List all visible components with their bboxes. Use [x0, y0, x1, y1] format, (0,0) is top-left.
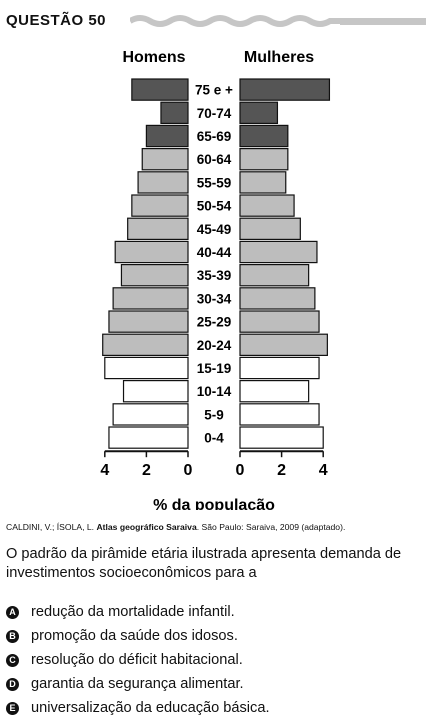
bar-women-1 [239, 101, 279, 125]
bar-women-11 [239, 333, 328, 357]
age-label-9: 30-34 [197, 291, 232, 306]
left-tick-label-0: 4 [100, 462, 109, 479]
bar-men-13 [122, 380, 189, 403]
bar-men-6 [127, 217, 189, 240]
alternative-c[interactable]: C resolução do déficit habitacional. [6, 648, 430, 672]
alternative-e[interactable]: E universalização da educação básica. [6, 696, 430, 720]
age-label-8: 35-39 [197, 268, 232, 283]
age-label-6: 45-49 [197, 222, 232, 237]
alternative-c-letter: C [6, 653, 19, 667]
age-label-5: 50-54 [197, 199, 232, 214]
wave-line [130, 15, 340, 27]
question-title: QUESTÃO 50 [6, 12, 107, 29]
alternative-b-text: promoção da saúde dos idosos. [31, 628, 238, 644]
left-tick-label-2: 0 [184, 462, 193, 479]
source-authors: CALDINI, V.; ÍSOLA, L. [6, 522, 97, 532]
answer-alternatives: A redução da mortalidade infantil. B pro… [6, 600, 430, 720]
bar-women-5 [239, 194, 295, 217]
bar-men-0 [131, 78, 189, 101]
left-tick-label-1: 2 [142, 462, 151, 479]
age-label-10: 25-29 [197, 315, 232, 330]
bar-women-4 [239, 171, 287, 194]
bar-men-9 [112, 287, 189, 310]
alternative-d-letter: D [6, 677, 19, 691]
alternative-b[interactable]: B promoção da saúde dos idosos. [6, 624, 430, 648]
bar-women-6 [239, 217, 301, 240]
age-label-2: 65-69 [197, 129, 232, 144]
age-label-4: 55-59 [197, 175, 232, 190]
left-panel-title: Homens [122, 49, 185, 66]
bar-women-10 [239, 310, 320, 333]
age-label-0: 75 e + [195, 83, 233, 98]
bar-men-11 [102, 333, 189, 357]
x-axis-label: % da população [153, 497, 275, 510]
bar-women-0 [239, 78, 331, 101]
bar-men-5 [131, 194, 189, 217]
bar-women-3 [239, 147, 289, 171]
right-tick-label-1: 2 [277, 462, 286, 479]
bar-men-15 [108, 426, 189, 449]
question-header: QUESTÃO 50 [6, 12, 426, 32]
bar-men-7 [114, 240, 189, 264]
alternative-c-text: resolução do déficit habitacional. [31, 652, 243, 668]
bar-men-4 [137, 171, 189, 194]
alternative-d[interactable]: D garantia da segurança alimentar. [6, 672, 430, 696]
age-label-13: 10-14 [197, 384, 232, 399]
alternative-b-letter: B [6, 629, 19, 643]
age-label-1: 70-74 [197, 106, 232, 121]
question-stem: O padrão da pirâmide etária ilustrada ap… [6, 546, 402, 581]
wave-bar [340, 18, 426, 25]
bar-women-13 [239, 380, 310, 403]
age-label-11: 20-24 [197, 338, 232, 353]
bar-women-8 [239, 264, 310, 287]
bar-men-1 [160, 101, 189, 125]
alternative-e-text: universalização da educação básica. [31, 700, 270, 716]
bar-men-10 [108, 310, 189, 333]
bar-men-3 [141, 147, 189, 171]
source-citation: CALDINI, V.; ÍSOLA, L. Atlas geográfico … [6, 522, 345, 532]
bar-women-15 [239, 426, 324, 449]
bar-men-14 [112, 403, 189, 426]
source-publisher: . São Paulo: Saraiva, 2009 (adaptado). [196, 522, 346, 532]
bar-women-2 [239, 124, 289, 148]
right-tick-label-2: 4 [319, 462, 328, 479]
right-panel-title: Mulheres [244, 49, 314, 66]
alternative-a[interactable]: A redução da mortalidade infantil. [6, 600, 430, 624]
bar-women-14 [239, 403, 320, 426]
age-label-3: 60-64 [197, 152, 232, 167]
age-label-14: 5-9 [204, 407, 224, 422]
source-book-title: Atlas geográfico Saraiva [96, 522, 197, 532]
bar-women-7 [239, 240, 318, 264]
bar-women-9 [239, 287, 316, 310]
header-wave-decoration [130, 15, 426, 27]
alternative-a-text: redução da mortalidade infantil. [31, 604, 235, 620]
age-label-12: 15-19 [197, 361, 232, 376]
alternative-e-letter: E [6, 701, 19, 715]
bar-men-2 [145, 124, 189, 148]
right-tick-label-0: 0 [236, 462, 245, 479]
alternative-d-text: garantia da segurança alimentar. [31, 676, 244, 692]
age-label-7: 40-44 [197, 245, 232, 260]
bar-men-8 [120, 264, 189, 287]
bar-men-12 [104, 356, 189, 380]
population-pyramid-chart: Homens Mulheres 75 e + 70-74 65-69 60-64 55-59… [100, 49, 331, 510]
bar-women-12 [239, 356, 320, 380]
alternative-a-letter: A [6, 605, 19, 619]
age-label-15: 0-4 [204, 431, 224, 446]
